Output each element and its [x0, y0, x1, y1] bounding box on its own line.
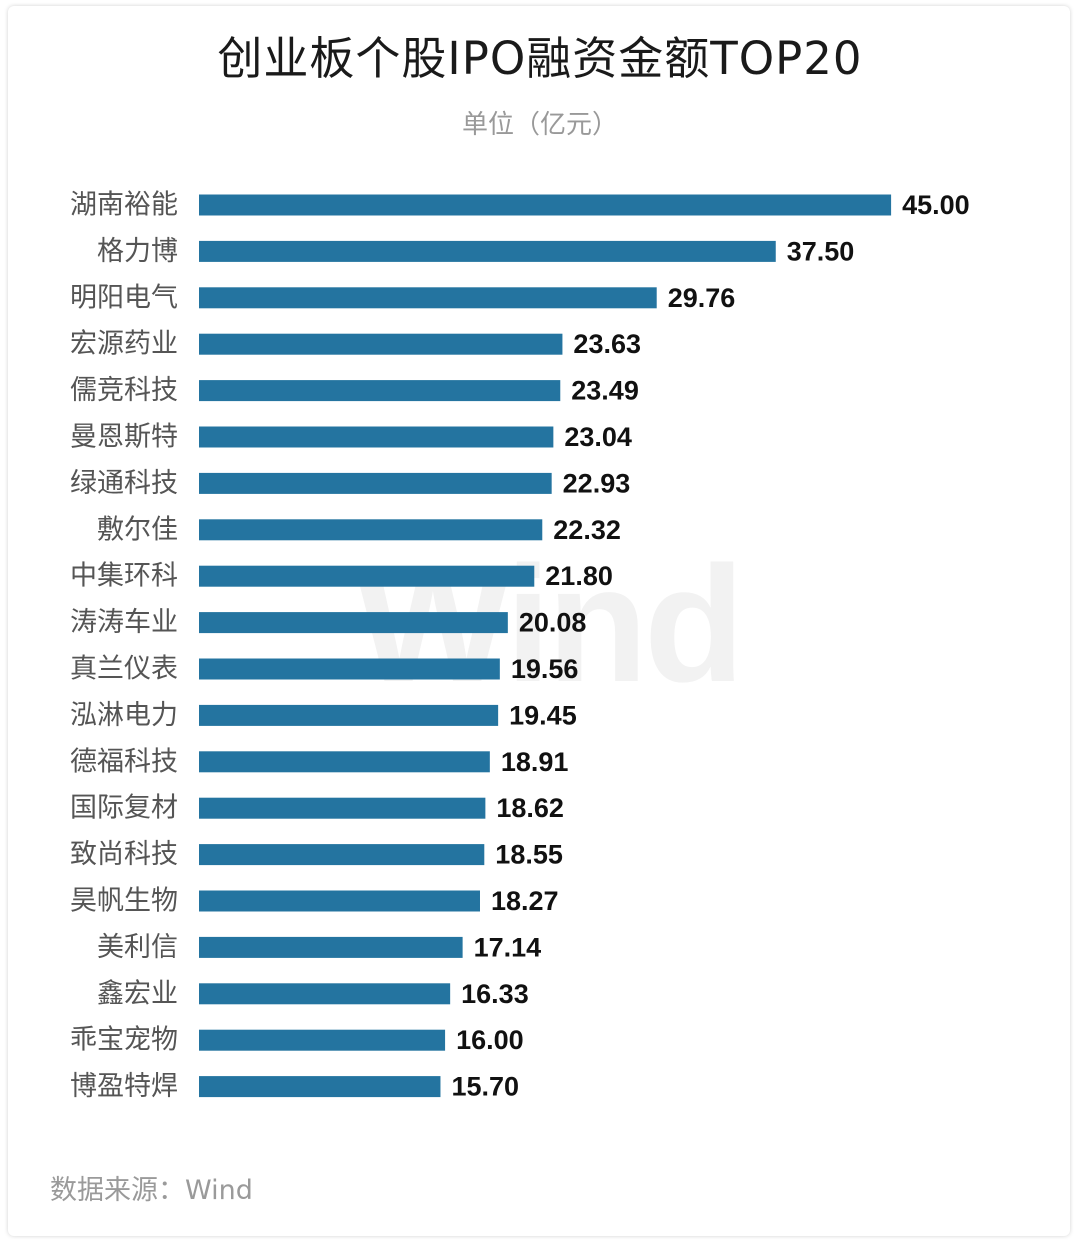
- value-label: 19.45: [509, 700, 577, 730]
- value-label: 29.76: [668, 283, 736, 313]
- category-label: 致尚科技: [70, 839, 178, 870]
- value-label: 15.70: [451, 1072, 519, 1102]
- value-label: 19.56: [511, 654, 579, 684]
- value-label: 23.04: [564, 422, 632, 452]
- bar: [199, 565, 535, 587]
- category-label: 美利信: [97, 932, 178, 963]
- category-label: 格力博: [97, 236, 178, 267]
- value-label: 17.14: [474, 932, 542, 962]
- value-label: 45.00: [902, 190, 970, 220]
- bar: [199, 983, 451, 1005]
- value-label: 23.49: [571, 376, 639, 406]
- category-label: 中集环科: [70, 561, 178, 592]
- value-label: 23.63: [573, 329, 641, 359]
- category-label: 宏源药业: [70, 329, 178, 360]
- category-label: 明阳电气: [70, 282, 178, 313]
- bar: [199, 519, 543, 541]
- bar: [199, 844, 485, 866]
- value-label: 37.50: [787, 236, 855, 266]
- value-label: 18.27: [491, 886, 559, 916]
- bar: [199, 612, 508, 634]
- bar: [199, 287, 657, 309]
- value-label: 22.93: [563, 468, 631, 498]
- category-label: 儒竞科技: [70, 375, 178, 406]
- bar: [199, 1029, 446, 1051]
- bar: [199, 797, 486, 819]
- category-label: 鑫宏业: [97, 978, 178, 1009]
- value-label: 22.32: [553, 515, 621, 545]
- value-label: 18.62: [496, 793, 564, 823]
- value-label: 20.08: [519, 608, 587, 638]
- bar: [199, 194, 892, 216]
- bar: [199, 380, 561, 402]
- bar: [199, 333, 563, 355]
- bar: [199, 240, 776, 262]
- category-label: 乖宝宠物: [70, 1025, 178, 1056]
- bar: [199, 658, 500, 680]
- category-label: 绿通科技: [70, 468, 178, 499]
- chart-title: 创业板个股IPO融资金额TOP20: [217, 32, 863, 85]
- value-label: 18.91: [501, 747, 569, 777]
- category-label: 曼恩斯特: [70, 422, 178, 453]
- bar: [199, 472, 552, 494]
- category-label: 湖南裕能: [70, 190, 178, 221]
- chart-subtitle: 单位（亿元）: [461, 110, 618, 140]
- bar: [199, 751, 490, 773]
- value-label: 21.80: [545, 561, 613, 591]
- bar: [199, 704, 499, 726]
- category-label: 泓淋电力: [70, 700, 178, 731]
- bar: [199, 426, 554, 448]
- value-label: 16.33: [461, 979, 529, 1009]
- bar: [199, 1076, 441, 1098]
- category-label: 涛涛车业: [70, 607, 178, 638]
- category-label: 敷尔佳: [97, 514, 178, 545]
- category-label: 博盈特焊: [70, 1071, 178, 1102]
- category-label: 真兰仪表: [70, 654, 178, 685]
- data-source: 数据来源：Wind: [50, 1175, 253, 1206]
- category-label: 国际复材: [70, 793, 178, 824]
- category-label: 昊帆生物: [70, 886, 178, 917]
- value-label: 16.00: [456, 1025, 524, 1055]
- bar: [199, 936, 463, 958]
- category-label: 德福科技: [70, 746, 178, 777]
- bar: [199, 890, 480, 912]
- value-label: 18.55: [495, 840, 563, 870]
